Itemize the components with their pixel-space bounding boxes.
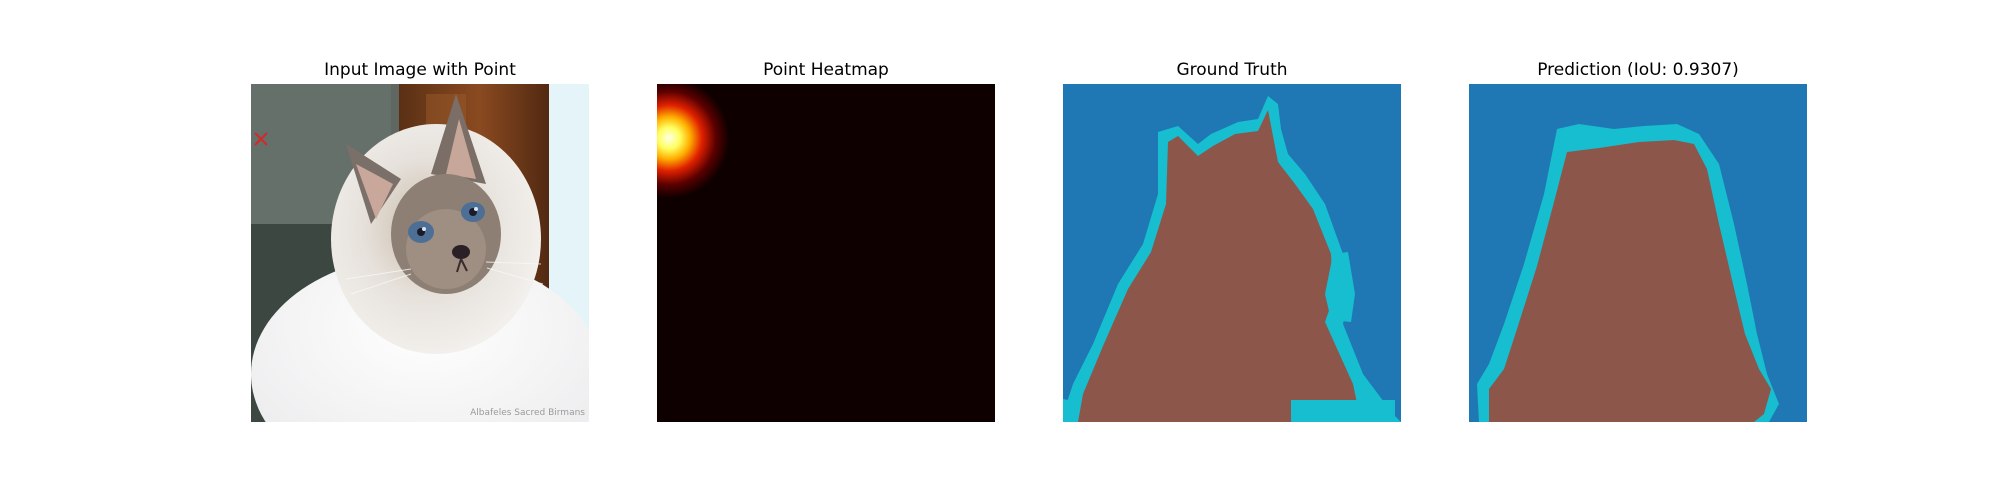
image-watermark: Albafeles Sacred Birmans bbox=[470, 408, 585, 418]
cat-photo bbox=[251, 84, 589, 422]
point-marker-icon bbox=[254, 132, 268, 146]
ground-truth-panel bbox=[1063, 84, 1401, 422]
ground-truth-mask bbox=[1063, 84, 1401, 422]
prediction-title: Prediction (IoU: 0.9307) bbox=[1537, 60, 1739, 80]
input-image-title: Input Image with Point bbox=[324, 60, 516, 80]
heatmap-panel bbox=[657, 84, 995, 422]
heatmap-title: Point Heatmap bbox=[763, 60, 889, 80]
prediction-mask bbox=[1469, 84, 1807, 422]
input-image-panel: Albafeles Sacred Birmans bbox=[251, 84, 589, 422]
ground-truth-title: Ground Truth bbox=[1176, 60, 1288, 80]
heatmap-image bbox=[657, 84, 995, 422]
prediction-panel bbox=[1469, 84, 1807, 422]
